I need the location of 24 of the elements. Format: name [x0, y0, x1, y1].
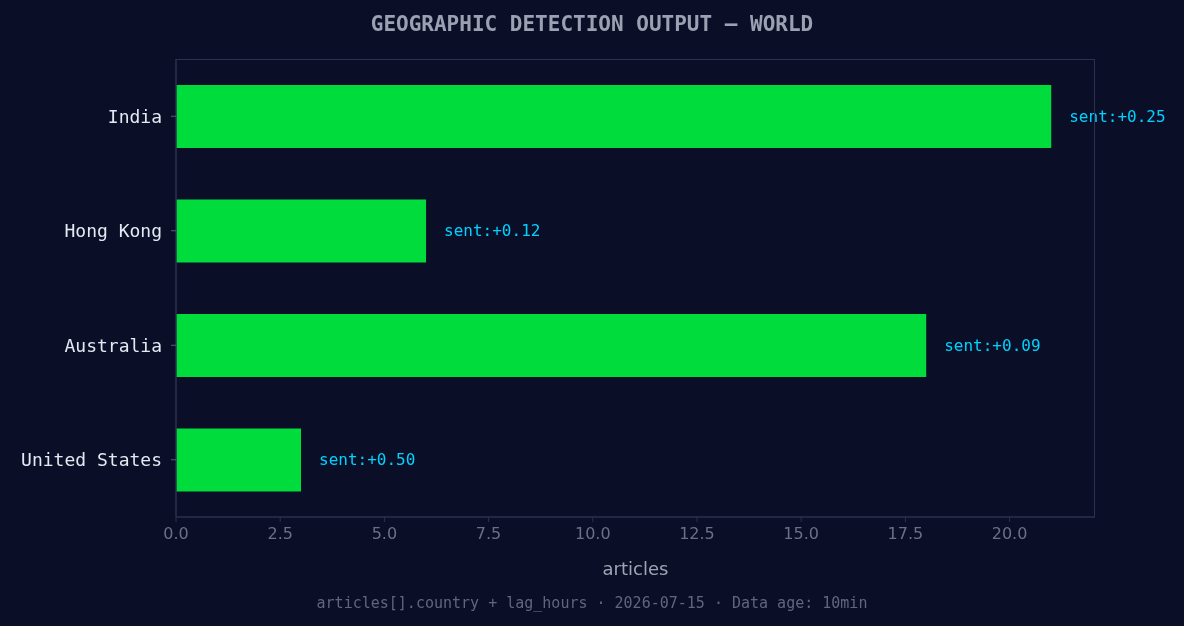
- x-tick-label: 7.5: [475, 524, 502, 544]
- x-tick-label: 20.0: [991, 524, 1028, 544]
- bar: [176, 199, 427, 263]
- y-tick-label: Hong Kong: [64, 220, 162, 242]
- x-tick-label: 0.0: [163, 524, 189, 544]
- y-tick-label: United States: [21, 449, 162, 471]
- x-axis-title: articles: [602, 558, 669, 579]
- annotation: sent:+0.50: [319, 450, 416, 470]
- x-tick-label: 15.0: [783, 524, 819, 544]
- bar: [176, 428, 302, 492]
- bar: [176, 85, 1052, 148]
- annotation: sent:+0.25: [1069, 106, 1166, 126]
- x-tick-label: 12.5: [679, 524, 715, 544]
- x-tick-label: 5.0: [371, 524, 398, 544]
- x-tick-label: 17.5: [887, 524, 924, 544]
- chart-title: GEOGRAPHIC DETECTION OUTPUT — WORLD: [369, 11, 815, 37]
- y-tick-label: Australia: [64, 334, 162, 356]
- x-tick-label: 10.0: [574, 524, 611, 544]
- text: articles[].country + lag_hours · 2026-07-15 · Data age: 10min: [315, 593, 869, 613]
- y-tick-label: India: [107, 105, 162, 127]
- annotation: sent:+0.09: [944, 335, 1041, 355]
- annotation: sent:+0.12: [444, 221, 541, 241]
- bar: [176, 314, 927, 377]
- x-tick-label: 2.5: [267, 524, 293, 544]
